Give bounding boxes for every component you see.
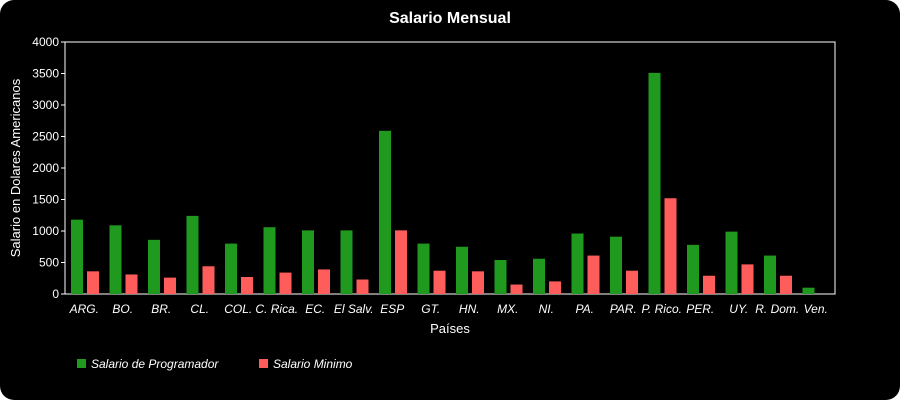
bar-salario-programador — [71, 219, 83, 294]
bar-salario-minimo — [279, 272, 292, 294]
bar-salario-programador — [456, 246, 468, 294]
bar-salario-minimo — [395, 230, 407, 294]
bar-salario-programador — [302, 230, 314, 294]
x-tick-label: BR. — [151, 302, 171, 316]
x-tick-label: COL. — [224, 302, 252, 316]
bar-salario-minimo — [87, 271, 99, 294]
x-axis: ARG. BO. BR. CL. COL. C. Rica. EC. El Salv. ESP G… — [69, 302, 828, 316]
bar-salario-minimo — [510, 284, 523, 294]
bar-salario-programador — [802, 287, 815, 294]
x-tick-label: EC. — [305, 302, 325, 316]
y-axis: 0 500 1000 1500 2000 2500 3000 3500 4000 — [32, 35, 65, 301]
y-tick-label: 4000 — [32, 35, 59, 49]
bar-salario-minimo — [472, 271, 484, 294]
x-tick-label: GT. — [421, 302, 440, 316]
x-tick-label: MX. — [497, 302, 518, 316]
x-tick-label: C. Rica. — [255, 302, 298, 316]
x-tick-label: R. Dom. — [755, 302, 799, 316]
bar-salario-programador — [186, 215, 199, 294]
bar-salario-minimo — [703, 275, 715, 294]
y-tick-label: 3500 — [32, 67, 59, 81]
y-tick-label: 1500 — [32, 193, 59, 207]
plot-area — [64, 41, 836, 295]
legend-label: Salario Minimo — [273, 357, 353, 371]
y-tick-label: 3000 — [32, 98, 59, 112]
bar-salario-programador — [610, 236, 622, 294]
x-tick-label: BO. — [112, 302, 133, 316]
bar-salario-programador — [725, 231, 738, 294]
bar-salario-programador — [379, 130, 391, 294]
bar-salario-minimo — [164, 277, 176, 294]
bar-salario-programador — [225, 243, 237, 294]
x-tick-label: HN. — [459, 302, 480, 316]
bar-salario-programador — [494, 259, 507, 294]
x-tick-label: ESP — [380, 302, 404, 316]
legend-swatch — [77, 359, 86, 368]
x-tick-label: Ven. — [804, 302, 828, 316]
legend-label: Salario de Programador — [91, 357, 219, 371]
x-tick-label: ARG. — [69, 302, 99, 316]
bar-salario-minimo — [433, 270, 446, 294]
x-tick-label: CL. — [190, 302, 209, 316]
y-tick-label: 500 — [39, 256, 59, 270]
bar-salario-programador — [533, 258, 545, 294]
bar-salario-minimo — [549, 281, 561, 294]
bar-salario-programador — [417, 243, 430, 294]
bar-salario-minimo — [356, 279, 369, 294]
bar-salario-minimo — [202, 266, 215, 294]
bar-salario-minimo — [318, 269, 330, 294]
bar-salario-minimo — [626, 270, 638, 294]
x-axis-title: Países — [430, 321, 470, 336]
bar-salario-minimo — [741, 264, 754, 294]
bar-salario-programador — [648, 72, 661, 295]
x-tick-label: UY. — [729, 302, 748, 316]
chart-title: Salario Mensual — [389, 10, 511, 27]
x-tick-label: PAR. — [610, 302, 637, 316]
bar-salario-programador — [571, 233, 584, 294]
y-axis-title: Salario en Dolares Americanos — [8, 78, 23, 257]
x-tick-label: PER. — [686, 302, 714, 316]
x-tick-label: El Salv. — [334, 302, 374, 316]
y-tick-label: 2500 — [32, 130, 59, 144]
x-tick-label: P. Rico. — [642, 302, 682, 316]
bar-salario-programador — [687, 244, 699, 294]
bar-salario-programador — [109, 225, 122, 294]
bar-salario-minimo — [780, 275, 792, 294]
bar-salario-programador — [764, 255, 776, 294]
y-tick-label: 2000 — [32, 161, 59, 175]
bar-salario-minimo — [664, 198, 677, 294]
bars — [71, 72, 815, 295]
bar-salario-programador — [148, 239, 160, 294]
y-tick-label: 1000 — [32, 224, 59, 238]
legend: Salario de Programador Salario Minimo — [77, 357, 353, 371]
x-tick-label: PA. — [576, 302, 594, 316]
x-tick-label: NI. — [539, 302, 554, 316]
bar-salario-programador — [340, 230, 353, 294]
bar-salario-minimo — [587, 255, 600, 294]
legend-swatch — [259, 359, 268, 368]
bar-salario-minimo — [241, 276, 253, 294]
bar-salario-minimo — [125, 274, 138, 294]
bar-salario-programador — [263, 227, 276, 294]
y-tick-label: 0 — [52, 287, 59, 301]
